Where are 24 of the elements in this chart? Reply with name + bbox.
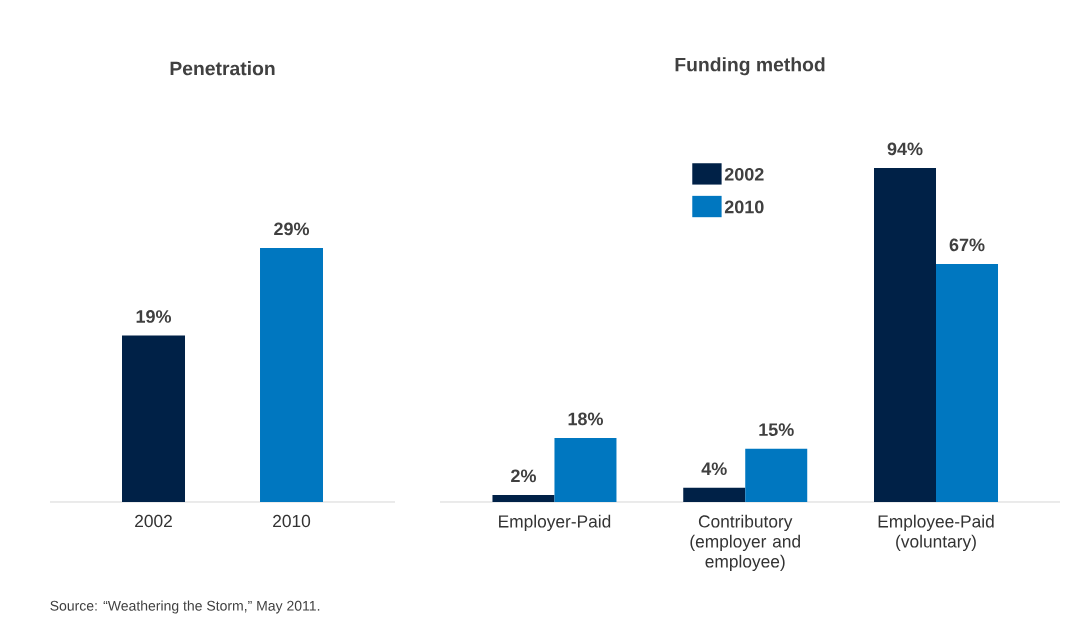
x-tick-label: Contributory (employer and employee) [690, 514, 800, 572]
bar [683, 487, 746, 502]
data-label: 94% [887, 142, 923, 156]
x-tick-label: 2002 [135, 514, 172, 528]
x-tick-label: Employee-Paid (voluntary) [878, 514, 994, 552]
bar [554, 438, 617, 502]
chart-title: Funding method [675, 57, 825, 76]
data-label: 4% [701, 462, 727, 476]
data-label: 29% [274, 222, 310, 236]
bar [936, 263, 999, 502]
chart-title: Penetration [170, 61, 275, 76]
source-note: Source: “Weathering the Storm,” May 2011. [50, 600, 320, 614]
data-label: 18% [568, 412, 604, 426]
data-label: 2% [511, 469, 537, 483]
bar [492, 494, 555, 502]
legend-label: 2002 [724, 167, 764, 181]
bar [745, 448, 808, 502]
data-label: 15% [759, 423, 794, 436]
bar [874, 167, 937, 502]
data-label: 67% [949, 238, 985, 252]
legend-label: 2010 [724, 200, 764, 214]
data-label: 19% [136, 310, 172, 323]
x-tick-label: 2010 [273, 514, 311, 528]
x-tick-label: Employer-Paid [499, 514, 611, 532]
